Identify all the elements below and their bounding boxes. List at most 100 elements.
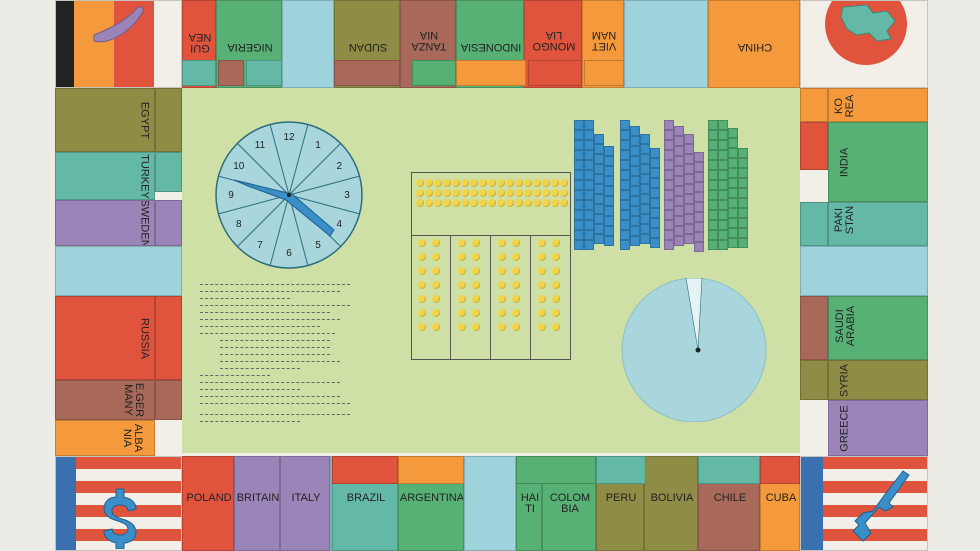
- tile[interactable]: [584, 140, 594, 150]
- square-blank-lightblue-left[interactable]: [55, 246, 182, 296]
- coin[interactable]: [506, 189, 514, 197]
- house[interactable]: [182, 60, 216, 86]
- coin[interactable]: [533, 179, 541, 187]
- tile[interactable]: [684, 154, 694, 164]
- coin[interactable]: [472, 239, 480, 247]
- tile[interactable]: [594, 144, 604, 154]
- tile[interactable]: [694, 232, 704, 242]
- coin[interactable]: [432, 281, 440, 289]
- tile[interactable]: [574, 190, 584, 200]
- coin[interactable]: [498, 253, 506, 261]
- coin[interactable]: [498, 309, 506, 317]
- tile[interactable]: [584, 240, 594, 250]
- tile[interactable]: [728, 158, 738, 168]
- tile[interactable]: [708, 140, 718, 150]
- house[interactable]: [456, 60, 526, 86]
- tile[interactable]: [718, 200, 728, 210]
- tile[interactable]: [620, 180, 630, 190]
- coin[interactable]: [488, 199, 496, 207]
- coin[interactable]: [506, 179, 514, 187]
- square-china[interactable]: CHINA: [708, 0, 800, 88]
- square-britain[interactable]: BRITAIN: [234, 456, 280, 551]
- tile[interactable]: [708, 240, 718, 250]
- tile[interactable]: [684, 164, 694, 174]
- coin[interactable]: [538, 239, 546, 247]
- house[interactable]: [155, 200, 182, 246]
- coin[interactable]: [425, 189, 433, 197]
- tile[interactable]: [674, 236, 684, 246]
- coin[interactable]: [497, 199, 505, 207]
- tile[interactable]: [664, 170, 674, 180]
- tile[interactable]: [664, 190, 674, 200]
- house[interactable]: [528, 60, 582, 86]
- coin[interactable]: [538, 323, 546, 331]
- coin[interactable]: [416, 189, 424, 197]
- tile[interactable]: [728, 228, 738, 238]
- coin[interactable]: [418, 309, 426, 317]
- tile[interactable]: [630, 136, 640, 146]
- coin[interactable]: [472, 253, 480, 261]
- coin[interactable]: [479, 199, 487, 207]
- coin[interactable]: [458, 267, 466, 275]
- coin[interactable]: [512, 323, 520, 331]
- house[interactable]: [155, 296, 182, 380]
- square-syria[interactable]: SYRIA: [828, 360, 928, 400]
- coin[interactable]: [552, 281, 560, 289]
- tile[interactable]: [684, 224, 694, 234]
- tile[interactable]: [738, 148, 748, 158]
- tile[interactable]: [708, 230, 718, 240]
- tile[interactable]: [650, 178, 660, 188]
- coin[interactable]: [512, 309, 520, 317]
- coin[interactable]: [542, 199, 550, 207]
- tile[interactable]: [708, 180, 718, 190]
- tile[interactable]: [620, 150, 630, 160]
- coin[interactable]: [452, 179, 460, 187]
- coin[interactable]: [418, 239, 426, 247]
- tile[interactable]: [650, 208, 660, 218]
- tile[interactable]: [630, 216, 640, 226]
- tile[interactable]: [650, 238, 660, 248]
- square-sweden[interactable]: SWEDEN: [55, 200, 155, 246]
- tile[interactable]: [684, 204, 694, 214]
- coin[interactable]: [479, 189, 487, 197]
- coin[interactable]: [538, 253, 546, 261]
- tile[interactable]: [604, 146, 614, 156]
- tile[interactable]: [694, 192, 704, 202]
- coin[interactable]: [552, 253, 560, 261]
- tile[interactable]: [650, 198, 660, 208]
- tile[interactable]: [718, 140, 728, 150]
- tile[interactable]: [674, 216, 684, 226]
- tile[interactable]: [708, 150, 718, 160]
- tile[interactable]: [640, 164, 650, 174]
- coin[interactable]: [432, 309, 440, 317]
- tile[interactable]: [620, 130, 630, 140]
- coin[interactable]: [524, 179, 532, 187]
- tile[interactable]: [640, 214, 650, 224]
- tile[interactable]: [584, 170, 594, 180]
- dial-pointer[interactable]: [618, 278, 770, 422]
- coin[interactable]: [472, 295, 480, 303]
- coin[interactable]: [452, 189, 460, 197]
- tile[interactable]: [620, 160, 630, 170]
- coin[interactable]: [425, 179, 433, 187]
- tile[interactable]: [574, 160, 584, 170]
- coin[interactable]: [560, 199, 568, 207]
- coin[interactable]: [488, 179, 496, 187]
- coin[interactable]: [538, 295, 546, 303]
- tile[interactable]: [630, 166, 640, 176]
- house[interactable]: [218, 60, 244, 86]
- coin[interactable]: [418, 281, 426, 289]
- tile[interactable]: [718, 230, 728, 240]
- tile[interactable]: [650, 228, 660, 238]
- tile[interactable]: [684, 214, 694, 224]
- tile[interactable]: [574, 210, 584, 220]
- square-blank-lightblue-top-2[interactable]: [624, 0, 708, 88]
- coin[interactable]: [425, 199, 433, 207]
- coin[interactable]: [418, 267, 426, 275]
- tile[interactable]: [684, 184, 694, 194]
- square-poland[interactable]: POLAND: [182, 456, 234, 551]
- tile[interactable]: [728, 218, 738, 228]
- tile[interactable]: [674, 196, 684, 206]
- tile[interactable]: [630, 126, 640, 136]
- tile[interactable]: [738, 208, 748, 218]
